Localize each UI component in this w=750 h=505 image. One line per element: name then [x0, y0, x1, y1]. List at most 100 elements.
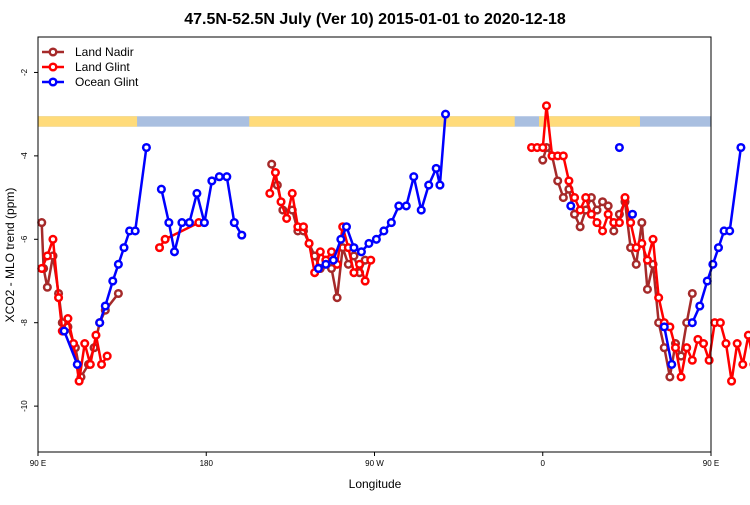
- land-strip-segment-1: [249, 116, 514, 126]
- land-strip-segment-0: [38, 116, 137, 126]
- data-point-land-glint: [162, 236, 169, 243]
- x-tick-label: 90 E: [703, 459, 719, 468]
- data-point-land-glint: [627, 219, 634, 226]
- data-point-land-glint: [539, 144, 546, 151]
- data-point-land-glint: [644, 257, 651, 264]
- data-point-land-glint: [283, 215, 290, 222]
- data-point-ocean-glint: [201, 219, 208, 226]
- data-point-ocean-glint: [442, 111, 449, 118]
- data-point-ocean-glint: [418, 207, 425, 214]
- y-tick-label: -8: [20, 319, 29, 327]
- data-point-land-glint: [65, 315, 72, 322]
- data-point-land-glint: [689, 357, 696, 364]
- x-tick-label: 90 E: [30, 459, 46, 468]
- data-point-land-glint: [560, 153, 567, 160]
- data-point-land-glint: [672, 344, 679, 351]
- legend-marker-land-glint: [50, 64, 57, 71]
- data-point-land-glint: [566, 178, 573, 185]
- x-axis-label: Longitude: [349, 477, 402, 491]
- y-axis-label: XCO2 - MLO trend (ppm): [3, 188, 17, 323]
- data-point-land-nadir: [115, 290, 122, 297]
- data-point-land-glint: [55, 294, 62, 301]
- data-point-land-glint: [278, 198, 285, 205]
- data-point-ocean-glint: [121, 244, 128, 251]
- data-point-land-glint: [81, 340, 88, 347]
- series-line-ocean-glint: [100, 148, 147, 323]
- data-point-ocean-glint: [158, 186, 165, 193]
- data-point-land-glint: [605, 211, 612, 218]
- data-point-land-nadir: [554, 178, 561, 185]
- legend-label-land-nadir: Land Nadir: [75, 45, 134, 59]
- data-point-ocean-glint: [323, 261, 330, 268]
- data-point-ocean-glint: [661, 324, 668, 331]
- data-point-land-glint: [582, 194, 589, 201]
- series-line-ocean-glint: [692, 148, 741, 323]
- data-point-land-glint: [317, 248, 324, 255]
- data-point-ocean-glint: [715, 244, 722, 251]
- data-point-land-glint: [76, 378, 83, 385]
- data-point-land-nadir: [268, 161, 275, 168]
- data-point-land-glint: [367, 257, 374, 264]
- data-point-ocean-glint: [96, 319, 103, 326]
- data-point-land-glint: [577, 207, 584, 214]
- data-point-land-nadir: [667, 374, 674, 381]
- data-point-ocean-glint: [358, 248, 365, 255]
- data-point-land-glint: [300, 223, 307, 230]
- data-point-land-glint: [328, 248, 335, 255]
- data-point-land-glint: [723, 340, 730, 347]
- data-point-ocean-glint: [216, 173, 223, 180]
- data-point-ocean-glint: [194, 190, 201, 197]
- y-tick-label: -4: [20, 152, 29, 160]
- data-point-ocean-glint: [567, 203, 574, 210]
- legend-marker-land-nadir: [50, 49, 57, 56]
- data-point-land-glint: [272, 169, 279, 176]
- data-point-land-nadir: [633, 261, 640, 268]
- legend-marker-ocean-glint: [50, 79, 57, 86]
- y-tick-label: -10: [20, 400, 29, 412]
- data-point-ocean-glint: [109, 278, 116, 285]
- series-line-ocean-glint: [318, 114, 445, 268]
- data-point-ocean-glint: [315, 265, 322, 272]
- data-point-land-nadir: [560, 194, 567, 201]
- data-point-ocean-glint: [616, 144, 623, 151]
- data-point-ocean-glint: [343, 223, 350, 230]
- data-point-land-glint: [739, 361, 746, 368]
- data-point-land-nadir: [38, 219, 45, 226]
- data-point-ocean-glint: [171, 248, 178, 255]
- data-point-land-glint: [38, 265, 45, 272]
- y-tick-label: -2: [20, 68, 29, 76]
- data-point-ocean-glint: [209, 178, 216, 185]
- data-point-ocean-glint: [410, 173, 417, 180]
- data-point-land-glint: [98, 361, 105, 368]
- data-point-ocean-glint: [726, 228, 733, 235]
- data-point-land-nadir: [689, 290, 696, 297]
- data-point-land-glint: [622, 194, 629, 201]
- data-point-land-glint: [678, 374, 685, 381]
- data-point-land-nadir: [661, 344, 668, 351]
- data-point-ocean-glint: [102, 303, 109, 310]
- data-point-ocean-glint: [437, 182, 444, 189]
- data-point-ocean-glint: [74, 361, 81, 368]
- data-point-ocean-glint: [704, 278, 711, 285]
- data-point-ocean-glint: [373, 236, 380, 243]
- data-point-land-nadir: [539, 157, 546, 164]
- data-point-land-glint: [588, 211, 595, 218]
- data-point-ocean-glint: [403, 203, 410, 210]
- data-point-land-glint: [700, 340, 707, 347]
- data-point-ocean-glint: [689, 319, 696, 326]
- plot-frame: [38, 37, 711, 452]
- data-point-ocean-glint: [115, 261, 122, 268]
- data-point-ocean-glint: [61, 328, 68, 335]
- data-point-land-glint: [267, 190, 274, 197]
- data-point-land-nadir: [334, 294, 341, 301]
- data-point-ocean-glint: [186, 219, 193, 226]
- data-point-ocean-glint: [224, 173, 231, 180]
- data-point-land-nadir: [639, 219, 646, 226]
- data-point-land-glint: [594, 219, 601, 226]
- land-strip-segment-2: [539, 116, 640, 126]
- data-point-ocean-glint: [696, 303, 703, 310]
- data-point-ocean-glint: [238, 232, 245, 239]
- data-point-ocean-glint: [396, 203, 403, 210]
- data-point-land-glint: [650, 236, 657, 243]
